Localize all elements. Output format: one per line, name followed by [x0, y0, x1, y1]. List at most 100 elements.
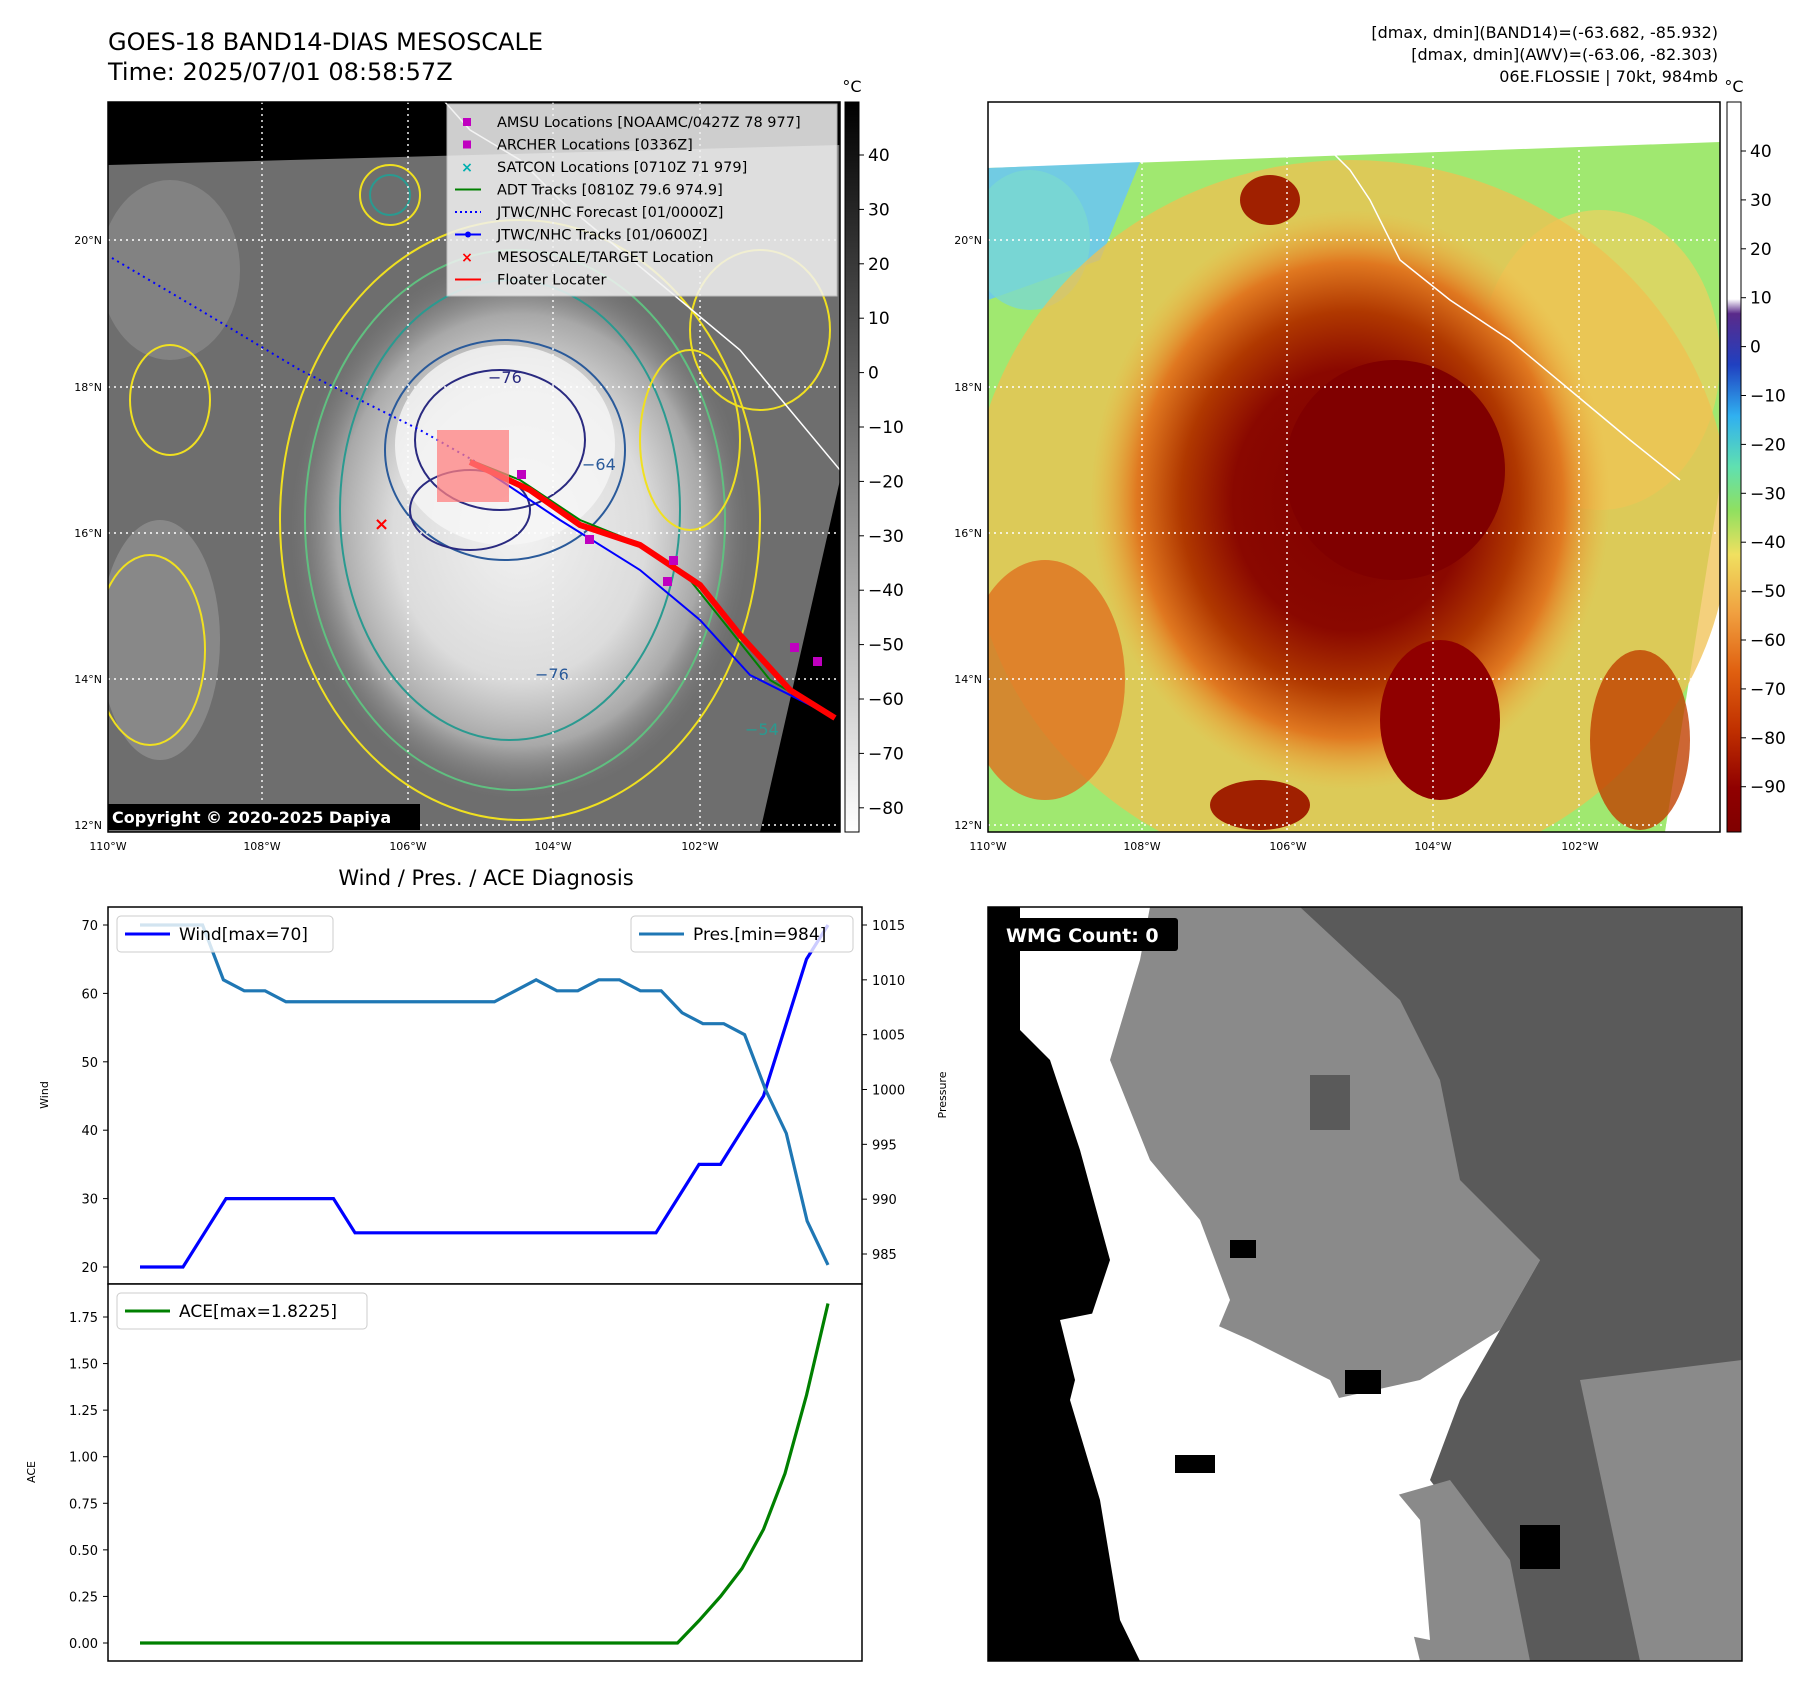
lat-tick-label: 16°N — [74, 527, 102, 540]
wind-legend-box — [116, 915, 334, 953]
lon-tick-label: 110°W — [89, 840, 126, 853]
lon-tick-label: 102°W — [681, 840, 718, 853]
wind-pres-frame — [107, 906, 863, 1285]
lat-tick-label: 14°N — [954, 673, 982, 686]
awv-colorbar-ticks: 40 30 20 10 0 −10 −20 −30 −40 −50 −60 −70 −80 −90 — [1741, 142, 1786, 798]
pressure-tick-label: 1005 — [872, 1029, 905, 1044]
diag-title: Wind / Pres. / ACE Diagnosis — [338, 866, 633, 890]
legend-square-marker — [463, 118, 471, 126]
ir-colorbar-tick-label: −60 — [868, 690, 904, 710]
awv-colorbar-tick-label: −30 — [1750, 484, 1786, 504]
legend-x-marker: × — [461, 250, 473, 266]
ir-frame — [107, 101, 841, 833]
ir-contour-label: −76 — [488, 368, 522, 387]
awv-colorbar-tick-label: −40 — [1750, 533, 1786, 553]
ir-colorbar-tick-label: −10 — [868, 418, 904, 438]
legend-label: JTWC/NHC Tracks [01/0600Z] — [496, 228, 708, 244]
awv-coastline — [1324, 102, 1681, 481]
ir-contour-label: −76 — [535, 665, 569, 684]
lat-tick-label: 12°N — [74, 819, 102, 832]
lon-tick-label: 104°W — [1414, 840, 1451, 853]
ir-colorbar-tick-label: −70 — [868, 744, 904, 764]
archer-marker — [663, 577, 672, 586]
awv-colorbar-tick-label: 0 — [1750, 338, 1761, 358]
ir-title: GOES-18 BAND14-DIAS MESOSCALE — [108, 28, 543, 56]
wind-tick-label: 20 — [81, 1261, 98, 1276]
awv-colorbar-tick-label: −80 — [1750, 729, 1786, 749]
awv-colorbar-tick-label: 30 — [1750, 191, 1772, 211]
wind-line — [140, 924, 830, 1269]
awv-colorbar-unit: °C — [1724, 77, 1743, 96]
wind-tick-label: 30 — [81, 1193, 98, 1208]
ir-colorbar-tick-label: −40 — [868, 581, 904, 601]
pres-legend-label: Pres.[min=984] — [693, 925, 826, 945]
wmg-badge-text: WMG Count: 0 — [1006, 925, 1159, 947]
archer-marker — [813, 657, 822, 666]
copyright-box — [108, 804, 420, 830]
ace-tick-label: 1.25 — [69, 1404, 98, 1419]
legend-label: Floater Locater — [497, 273, 606, 289]
legend-label: ARCHER Locations [0336Z] — [497, 138, 693, 154]
copyright-text: Copyright © 2020-2025 Dapiya — [112, 808, 391, 827]
legend-label: JTWC/NHC Forecast [01/0000Z] — [496, 205, 723, 221]
pressure-tick-label: 1000 — [872, 1084, 905, 1099]
wmg-gray-patch — [1580, 1360, 1742, 1661]
ace-tick-label: 1.50 — [69, 1358, 98, 1373]
wind-series — [140, 924, 830, 1269]
legend-x-marker: × — [461, 160, 473, 176]
pressure-tick-label: 990 — [872, 1193, 897, 1208]
wmg-panel: WMG Count: 0 — [987, 906, 1743, 1662]
wmg-badge — [997, 918, 1178, 951]
wmg-frame — [987, 906, 1743, 1662]
legend-label: MESOSCALE/TARGET Location — [497, 250, 714, 266]
pres-legend-box — [630, 915, 854, 953]
lat-tick-label: 16°N — [954, 527, 982, 540]
ace-tick-label: 1.00 — [69, 1451, 98, 1466]
pressure-tick-label: 1015 — [872, 919, 905, 934]
pressure-axis-label: Pressure — [936, 1071, 949, 1118]
pressure-tick-label: 995 — [872, 1138, 897, 1153]
ir-colorbar-tick-label: 30 — [868, 200, 890, 220]
awv-colorbar-tick-label: −60 — [1750, 631, 1786, 651]
pressure-tick-label: 1010 — [872, 974, 905, 989]
awv-colorbar-tick-label: −70 — [1750, 680, 1786, 700]
archer-marker — [790, 643, 799, 652]
awv-frame — [987, 101, 1721, 833]
lon-tick-label: 106°W — [389, 840, 426, 853]
legend-label: ADT Tracks [0810Z 79.6 974.9] — [497, 183, 723, 199]
ace-frame — [107, 1283, 863, 1662]
ir-time: Time: 2025/07/01 08:58:57Z — [107, 58, 453, 86]
jtwc-track — [469, 459, 831, 716]
lon-tick-label: 106°W — [1269, 840, 1306, 853]
ir-colorbar-tick-label: −20 — [868, 472, 904, 492]
awv-colorbar-tick-label: −10 — [1750, 387, 1786, 407]
wind-tick-label: 40 — [81, 1124, 98, 1139]
awv-colorbar-tick-label: 20 — [1750, 240, 1772, 260]
wmg-black-region — [988, 907, 1140, 1661]
ir-colorbar-ticks: 40 30 20 10 0 −10 −20 −30 −40 −50 −60 −70 −80 — [859, 146, 904, 819]
pressure-tick-label: 985 — [872, 1248, 897, 1263]
awv-colorbar — [1726, 101, 1742, 833]
ace-ticks: 0.00 0.25 0.50 0.75 1.00 1.25 1.50 1.75 — [69, 1311, 108, 1652]
ace-axes: ACE 0.00 0.25 0.50 0.75 1.00 1.25 1.50 1.75 ACE… — [25, 1283, 863, 1662]
amsu-marker — [669, 556, 678, 565]
ir-contour-label: −54 — [745, 720, 779, 739]
ace-tick-label: 0.00 — [69, 1637, 98, 1652]
ace-legend: ACE[max=1.8225] — [116, 1292, 368, 1330]
ace-series — [140, 1303, 830, 1645]
ace-tick-label: 0.50 — [69, 1544, 98, 1559]
awv-axis-labels: 110°W 108°W 106°W 104°W 102°W 20°N 18°N 16°N 14°… — [954, 234, 1599, 853]
lon-tick-label: 108°W — [243, 840, 280, 853]
ace-line — [140, 1303, 830, 1645]
ace-tick-label: 0.75 — [69, 1497, 98, 1512]
ir-colorbar-tick-label: 0 — [868, 364, 879, 384]
awv-colorbar-tick-label: 10 — [1750, 289, 1772, 309]
ace-legend-box — [116, 1292, 368, 1330]
lon-tick-label: 102°W — [1561, 840, 1598, 853]
wmg-white-patch — [1060, 1300, 1430, 1640]
ir-colorbar-tick-label: −30 — [868, 527, 904, 547]
awv-colorbar-tick-label: −50 — [1750, 582, 1786, 602]
ir-colorbar-tick-label: 20 — [868, 255, 890, 275]
wind-legend: Wind[max=70] — [116, 915, 334, 953]
